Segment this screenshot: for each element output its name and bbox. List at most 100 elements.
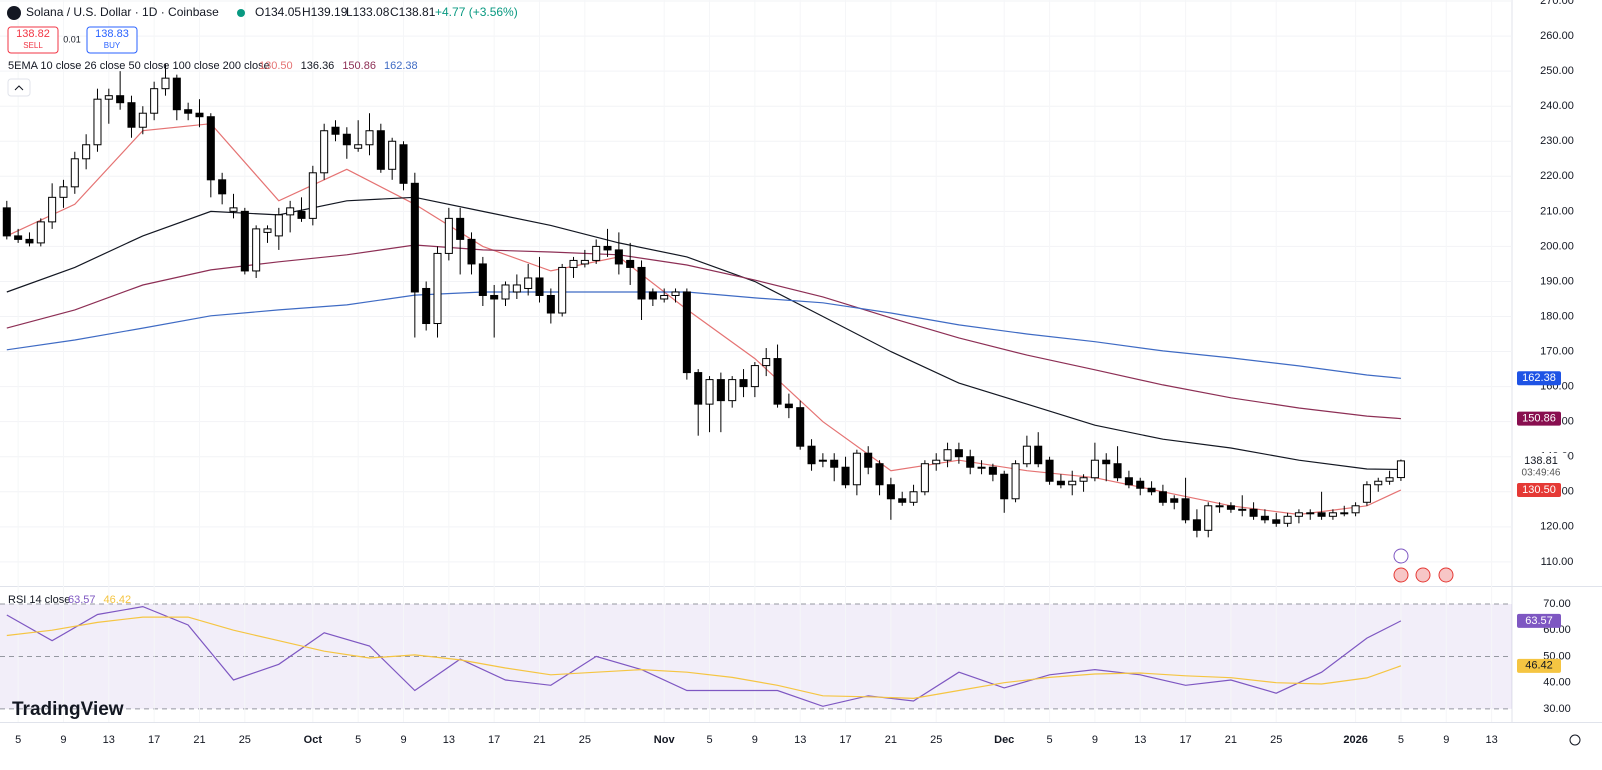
- indicator-line: [6, 616, 1402, 700]
- high: H139.19: [302, 5, 348, 19]
- candle-body: [274, 214, 283, 237]
- x-tick-label: 9: [60, 734, 66, 746]
- candle-body: [376, 130, 385, 170]
- open: O134.05: [255, 5, 301, 19]
- candle-body: [1272, 519, 1281, 524]
- candle-body: [852, 452, 861, 486]
- x-tick-label: 13: [103, 734, 115, 746]
- candle-body: [1215, 505, 1224, 508]
- candle-body: [807, 445, 816, 465]
- candle-body: [1045, 459, 1054, 482]
- rsi-legend-value: 46.42: [104, 594, 132, 606]
- x-tick-label: 5: [1046, 734, 1052, 746]
- y-tick-label: 30.00: [1543, 703, 1571, 715]
- x-tick-label: 5: [706, 734, 712, 746]
- candle-body: [966, 456, 975, 468]
- event-icon: [1415, 567, 1431, 583]
- x-tick-label: 17: [148, 734, 160, 746]
- candle-body: [1374, 480, 1383, 486]
- price-label-bg: [1517, 658, 1561, 673]
- candle-body: [1147, 487, 1156, 493]
- price-label: 162.38: [1522, 372, 1556, 384]
- candle-body: [660, 294, 669, 300]
- candle-body: [535, 277, 544, 296]
- candle-body: [977, 466, 986, 469]
- ema-legend-value: 162.38: [384, 60, 418, 72]
- candle-body: [297, 210, 306, 219]
- candle-body: [36, 221, 45, 244]
- candle-body: [580, 259, 589, 265]
- candle-body: [456, 217, 465, 240]
- x-tick-label: 21: [193, 734, 205, 746]
- candle-body: [195, 112, 204, 118]
- sell-button[interactable]: [7, 26, 59, 54]
- x-tick-label: 25: [1270, 734, 1282, 746]
- candle-body: [444, 217, 453, 254]
- x-tick-label: 13: [1485, 734, 1497, 746]
- countdown: 03:49:46: [1522, 468, 1561, 479]
- collapse-button[interactable]: [7, 78, 31, 97]
- event-icons: [1393, 548, 1581, 746]
- candle-body: [1034, 445, 1043, 465]
- candle-body: [841, 466, 850, 486]
- spread: 0.01: [63, 34, 81, 44]
- buy-button[interactable]: [86, 26, 138, 54]
- change: +4.77 (+3.56%): [435, 5, 518, 19]
- x-tick-label: 25: [930, 734, 942, 746]
- last-price: 138.81: [1524, 455, 1558, 467]
- price-label-bg: [1517, 411, 1561, 426]
- candle-body: [750, 365, 759, 388]
- indicator-line: [6, 291, 1401, 379]
- candle-body: [331, 126, 340, 135]
- y-tick-label: 260.00: [1540, 30, 1574, 42]
- symbol-icon: [7, 6, 21, 20]
- candle-body: [830, 459, 839, 468]
- candle-body: [1317, 512, 1326, 517]
- sell-price: 138.82: [16, 28, 50, 40]
- x-tick-label: 13: [794, 734, 806, 746]
- event-icon: [1393, 567, 1409, 583]
- candle-body: [1011, 463, 1020, 500]
- collapse-icon: [14, 85, 24, 91]
- candle-body: [1158, 491, 1167, 503]
- price-label: 63.57: [1525, 615, 1553, 627]
- rsi-legend-value: 63.57: [68, 594, 96, 606]
- candle-body: [546, 294, 555, 314]
- price-label: 150.86: [1522, 413, 1556, 425]
- y-tick-label: 170.00: [1540, 345, 1574, 357]
- candle-body: [954, 449, 963, 458]
- candle-body: [909, 491, 918, 503]
- x-tick-label: 9: [400, 734, 406, 746]
- candle-body: [682, 291, 691, 374]
- candle-body: [1102, 459, 1111, 465]
- candle-body: [1181, 498, 1190, 521]
- candle-body: [82, 144, 91, 160]
- candle-body: [1192, 519, 1201, 531]
- x-tick-label: 21: [533, 734, 545, 746]
- candle-body: [739, 379, 748, 388]
- x-tick-label: 9: [1092, 734, 1098, 746]
- candle-body: [524, 277, 533, 289]
- buy-label: BUY: [104, 41, 121, 50]
- price-label-bg: [1517, 371, 1561, 386]
- y-tick-label: 70.00: [1543, 598, 1571, 610]
- candle-body: [920, 463, 929, 493]
- candle-body: [150, 88, 159, 114]
- settings-icon[interactable]: [1569, 734, 1581, 746]
- candle-body: [206, 116, 215, 181]
- candle-body: [1238, 508, 1247, 511]
- plot: [0, 0, 1512, 710]
- candle-body: [1056, 480, 1065, 486]
- candle-body: [172, 77, 181, 111]
- candle-body: [988, 466, 997, 475]
- x-tick-label: 9: [752, 734, 758, 746]
- x-tick-label: 13: [1134, 734, 1146, 746]
- y-tick-label: 40.00: [1543, 677, 1571, 689]
- candle-body: [388, 140, 397, 170]
- candle-body: [1396, 460, 1405, 479]
- candle-body: [1204, 505, 1213, 531]
- y-tick-label: 110.00: [1541, 556, 1574, 568]
- rsi-legend: RSI 14 close: [8, 594, 70, 606]
- candle-body: [184, 109, 193, 114]
